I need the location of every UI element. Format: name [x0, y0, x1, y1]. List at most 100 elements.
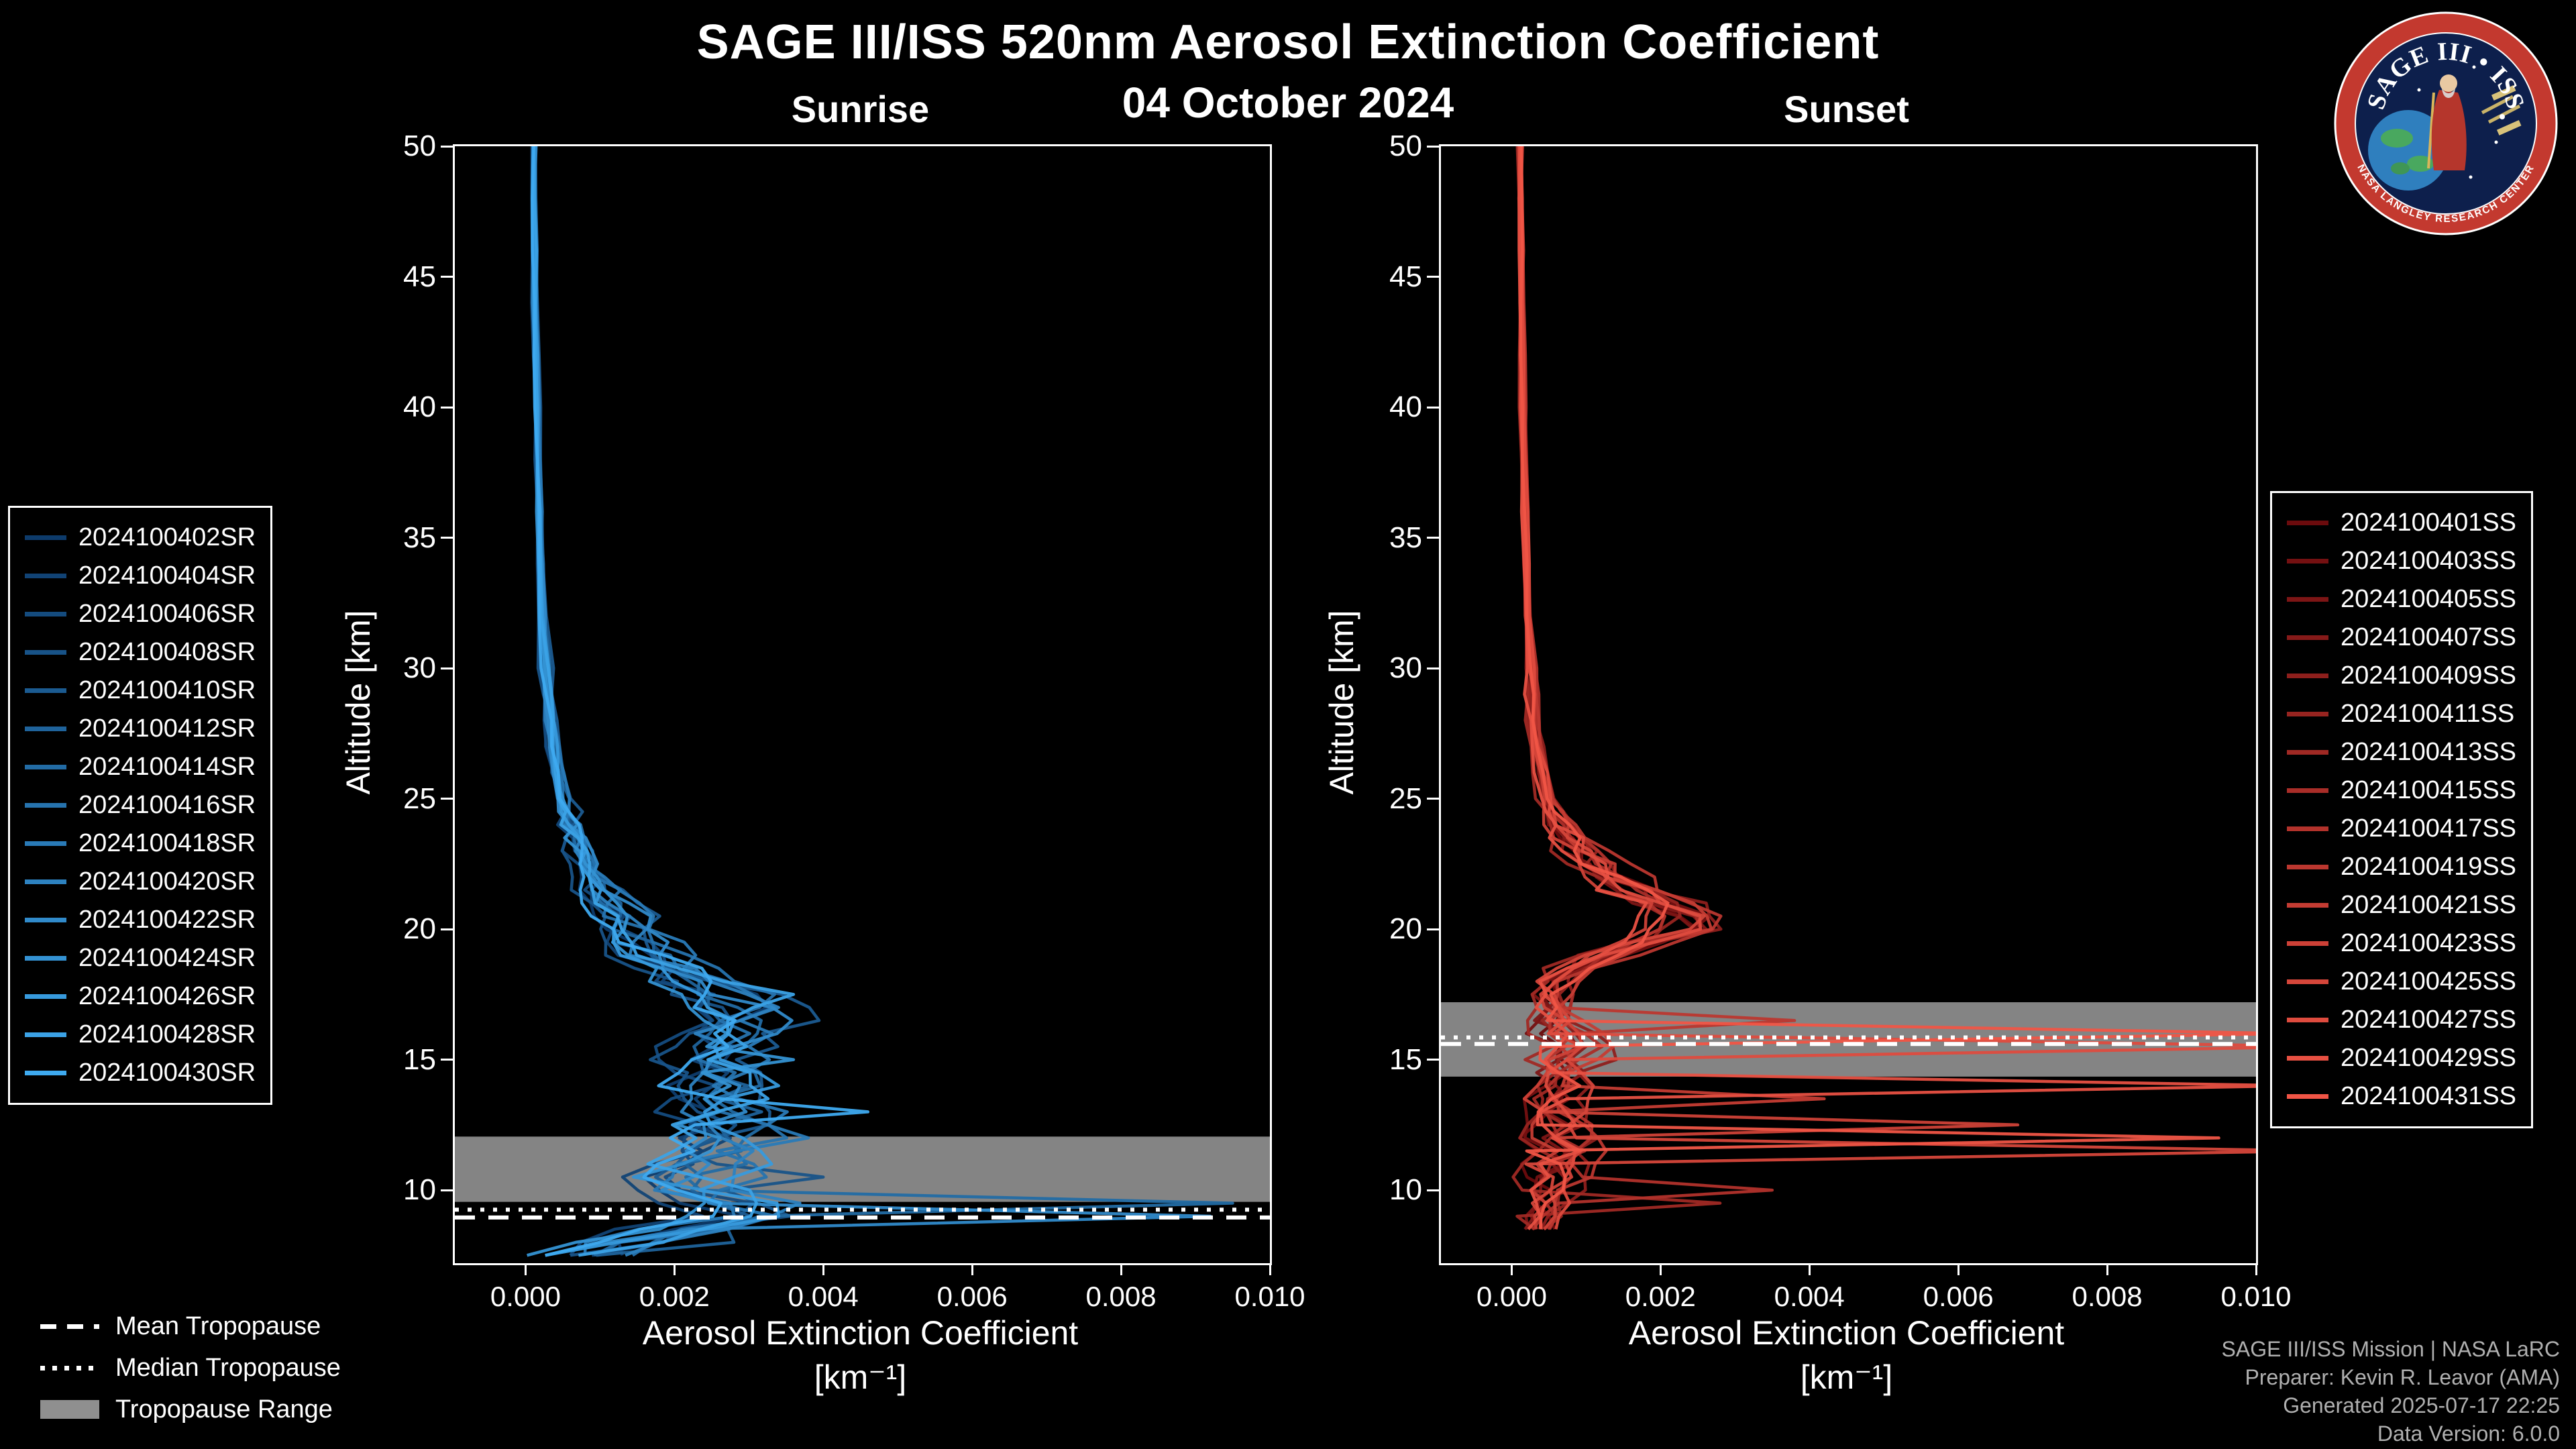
sunset-x-axis-label: Aerosol Extinction Coefficient: [1628, 1314, 2065, 1352]
sunset-legend-swatch: [2287, 903, 2328, 908]
sunrise-y-tick: [441, 1189, 453, 1191]
logo-iss-solar-panel: [2491, 85, 2516, 101]
sunrise-y-tick: [441, 276, 453, 278]
sunrise-legend-swatch: [25, 1032, 66, 1037]
date-subtitle: 04 October 2024: [1122, 78, 1454, 127]
sunrise-y-tick-label: 15: [403, 1042, 436, 1076]
sunrise-profile-line-2024100428SR: [532, 146, 796, 1257]
sunrise-legend-label: 2024100410SR: [78, 676, 256, 704]
sunset-legend-label: 2024100425SS: [2341, 967, 2517, 996]
sunrise-legend-item: 2024100408SR: [25, 633, 256, 672]
sunrise-legend-label: 2024100420SR: [78, 867, 256, 896]
sunrise-legend-swatch: [25, 918, 66, 922]
sunset-plot: 0.000 0.002 0.004 0.006 0.008 0.010 10 15 20 25 30…: [1389, 129, 2292, 1312]
sunrise-x-tick: [673, 1263, 676, 1275]
sunrise-panel-title: Sunrise: [791, 88, 930, 130]
sunrise-legend-swatch: [25, 574, 66, 578]
sunset-legend-swatch: [2287, 1056, 2328, 1061]
median-tropopause-legend-row: Median Tropopause: [40, 1347, 341, 1389]
sunset-legend-item: 2024100423SS: [2287, 924, 2516, 963]
sunset-x-tick: [2255, 1263, 2257, 1275]
sunrise-x-tick: [1269, 1263, 1271, 1275]
logo-outer-ring-border: [2334, 11, 2558, 235]
sunset-x-tick: [1808, 1263, 1811, 1275]
sunset-legend-swatch: [2287, 674, 2328, 678]
sunset-y-tick-label: 35: [1389, 521, 1422, 554]
sunset-plot-canvas: [1441, 146, 2256, 1231]
sunset-legend-item: 2024100407SS: [2287, 619, 2516, 657]
sunset-y-axis-label: Altitude [km]: [1323, 610, 1360, 795]
sunset-legend-swatch: [2287, 712, 2328, 716]
sunrise-legend-swatch: [25, 727, 66, 731]
sunset-legend-label: 2024100421SS: [2341, 891, 2517, 919]
sunrise-y-tick-label: 10: [403, 1173, 436, 1207]
sunrise-y-tick: [441, 1059, 453, 1061]
sunrise-legend-label: 2024100430SR: [78, 1059, 256, 1087]
mean-tropopause-dashed-line-swatch: [40, 1324, 99, 1329]
sunrise-legend-label: 2024100422SR: [78, 906, 256, 934]
sunrise-legend-swatch: [25, 535, 66, 540]
sunrise-x-axis-label: Aerosol Extinction Coefficient: [642, 1314, 1079, 1352]
sunrise-legend-item: 2024100430SR: [25, 1054, 256, 1092]
sunrise-legend-swatch: [25, 612, 66, 616]
sunset-y-tick-label: 25: [1389, 782, 1422, 815]
sunrise-y-tick: [441, 537, 453, 539]
sunrise-legend-label: 2024100402SR: [78, 523, 256, 551]
sunrise-legend-label: 2024100414SR: [78, 753, 256, 781]
sunrise-legend-swatch: [25, 841, 66, 846]
logo-star: [2417, 88, 2421, 92]
sunrise-profile-line-2024100414SR: [533, 146, 1234, 1257]
sunset-legend: 2024100401SS 2024100403SS 2024100405SS 2024…: [2270, 491, 2534, 1128]
sunrise-legend-swatch: [25, 994, 66, 999]
sunset-legend-label: 2024100419SS: [2341, 853, 2517, 881]
sunrise-legend-item: 2024100424SR: [25, 939, 256, 977]
sunset-y-tick: [1427, 145, 1439, 148]
sunrise-legend-swatch: [25, 765, 66, 769]
sunset-x-axis-units: [km⁻¹]: [1800, 1358, 1893, 1396]
sunset-x-tick-label: 0.004: [1774, 1281, 1845, 1312]
sunset-y-tick-label: 45: [1389, 260, 1422, 293]
sunset-legend-label: 2024100407SS: [2341, 623, 2517, 651]
sunset-x-tick: [1510, 1263, 1513, 1275]
sunset-legend-swatch: [2287, 1018, 2328, 1022]
footer-preparer-line: Preparer: Kevin R. Leavor (AMA): [2245, 1365, 2561, 1389]
sunset-legend-item: 2024100429SS: [2287, 1039, 2516, 1077]
sunrise-plot: 0.000 0.002 0.004 0.006 0.008 0.010 10 15 20 25 30…: [403, 129, 1305, 1312]
sunset-legend-item: 2024100403SS: [2287, 542, 2516, 580]
sunrise-y-tick: [441, 145, 453, 148]
sunrise-legend-label: 2024100424SR: [78, 944, 256, 972]
tropopause-range-label: Tropopause Range: [115, 1395, 333, 1424]
sunrise-legend-label: 2024100428SR: [78, 1020, 256, 1049]
sunset-legend-item: 2024100421SS: [2287, 886, 2516, 924]
sunset-y-tick-label: 50: [1389, 129, 1422, 162]
sunrise-legend-item: 2024100412SR: [25, 710, 256, 748]
sunset-legend-swatch: [2287, 635, 2328, 640]
sunrise-legend-item: 2024100406SR: [25, 595, 256, 633]
sunset-legend-swatch: [2287, 788, 2328, 793]
sunset-legend-item: 2024100401SS: [2287, 504, 2516, 542]
logo-sage-beard: [2442, 89, 2455, 98]
logo-iss-solar-panel: [2496, 120, 2522, 136]
sunset-x-tick-label: 0.000: [1476, 1281, 1547, 1312]
sunrise-legend-swatch: [25, 879, 66, 884]
footer-credits: SAGE III/ISS Mission | NASA LaRC Prepare…: [2222, 1335, 2560, 1448]
sunrise-y-tick-label: 30: [403, 651, 436, 685]
sunset-panel-title: Sunset: [1784, 88, 1909, 130]
sunset-x-tick-label: 0.006: [1923, 1281, 1994, 1312]
sunrise-y-tick-label: 40: [403, 390, 436, 424]
sunrise-y-tick-label: 35: [403, 521, 436, 554]
sunrise-x-axis-units: [km⁻¹]: [814, 1358, 907, 1396]
sunset-x-tick: [1957, 1263, 1960, 1275]
sunset-legend-item: 2024100427SS: [2287, 1001, 2516, 1039]
logo-sage-figure: [2431, 90, 2467, 170]
sunrise-x-tick-label: 0.004: [788, 1281, 859, 1312]
sunrise-y-tick: [441, 667, 453, 669]
sunrise-y-tick: [441, 798, 453, 800]
logo-star: [2494, 140, 2498, 144]
sunset-legend-swatch: [2287, 597, 2328, 602]
sunrise-legend-item: 2024100402SR: [25, 519, 256, 557]
sage-iii-iss-logo: SAGE III • ISS NASA LANGLEY RESEARCH CEN…: [2334, 11, 2558, 235]
sunset-legend-swatch: [2287, 521, 2328, 525]
sunset-y-tick: [1427, 798, 1439, 800]
